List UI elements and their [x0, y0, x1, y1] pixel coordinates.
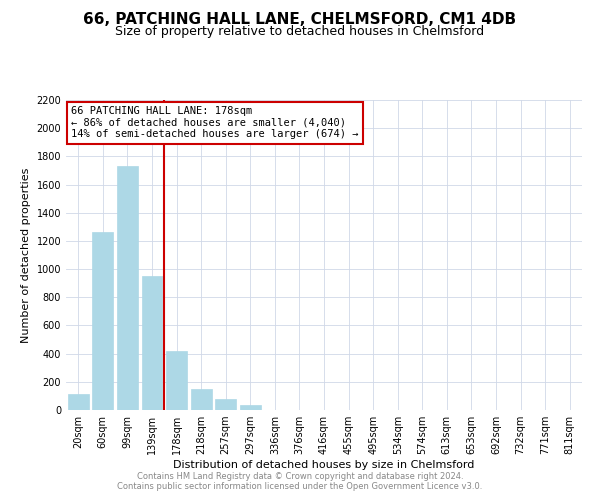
Bar	[92, 232, 113, 410]
X-axis label: Distribution of detached houses by size in Chelmsford: Distribution of detached houses by size …	[173, 460, 475, 470]
Text: 66 PATCHING HALL LANE: 178sqm
← 86% of detached houses are smaller (4,040)
14% o: 66 PATCHING HALL LANE: 178sqm ← 86% of d…	[71, 106, 359, 140]
Bar	[191, 389, 212, 410]
Bar	[166, 351, 187, 410]
Bar	[215, 400, 236, 410]
Text: Contains public sector information licensed under the Open Government Licence v3: Contains public sector information licen…	[118, 482, 482, 491]
Bar	[142, 276, 163, 410]
Bar	[68, 394, 89, 410]
Bar	[117, 166, 138, 410]
Bar	[240, 405, 261, 410]
Text: Size of property relative to detached houses in Chelmsford: Size of property relative to detached ho…	[115, 25, 485, 38]
Text: Contains HM Land Registry data © Crown copyright and database right 2024.: Contains HM Land Registry data © Crown c…	[137, 472, 463, 481]
Y-axis label: Number of detached properties: Number of detached properties	[21, 168, 31, 342]
Text: 66, PATCHING HALL LANE, CHELMSFORD, CM1 4DB: 66, PATCHING HALL LANE, CHELMSFORD, CM1 …	[83, 12, 517, 28]
